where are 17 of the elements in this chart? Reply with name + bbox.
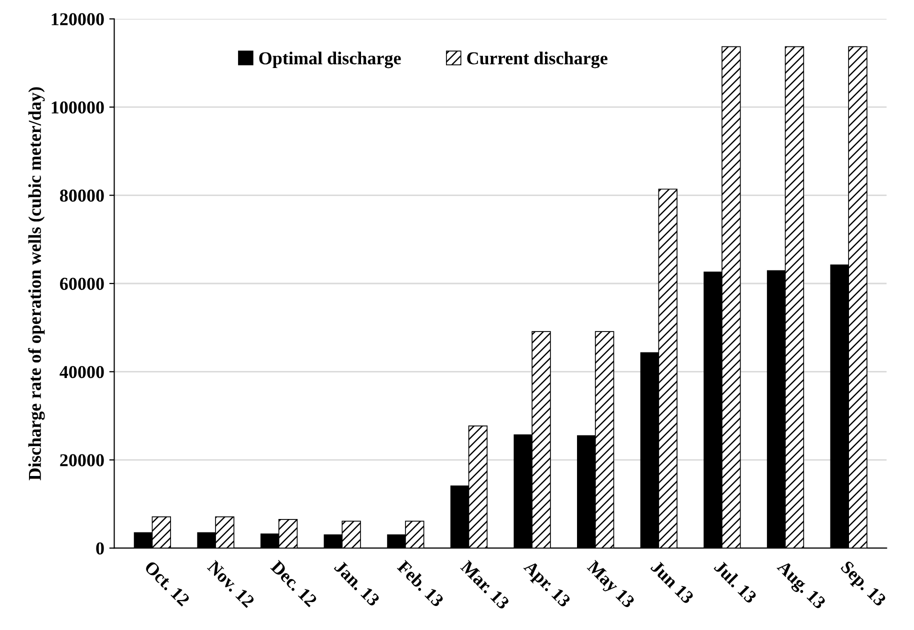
y-axis-title: Discharge rate of operation wells (cubic meter/day) bbox=[28, 87, 45, 480]
legend-label: Optimal discharge bbox=[259, 52, 401, 68]
y-tick-label: 40000 bbox=[60, 366, 104, 378]
x-tick-label: Jun 13 bbox=[650, 560, 694, 604]
x-tick-label: Aug. 13 bbox=[774, 560, 826, 612]
legend-label: Current discharge bbox=[467, 52, 608, 68]
x-tick-label: Sep. 13 bbox=[838, 560, 887, 610]
y-tick-label: 80000 bbox=[60, 190, 104, 202]
x-tick-label: Jul. 13 bbox=[714, 560, 758, 604]
x-tick-label: Oct. 12 bbox=[144, 560, 190, 607]
y-tick-label: 100000 bbox=[52, 101, 104, 114]
y-tick-label: 0 bbox=[96, 542, 104, 555]
x-tick-label: Apr. 13 bbox=[520, 560, 572, 610]
y-tick-label: 120000 bbox=[52, 13, 104, 26]
y-tick-label: 20000 bbox=[60, 454, 104, 466]
x-tick-label: Jan. 13 bbox=[334, 560, 380, 607]
y-tick-label: 60000 bbox=[60, 278, 104, 290]
